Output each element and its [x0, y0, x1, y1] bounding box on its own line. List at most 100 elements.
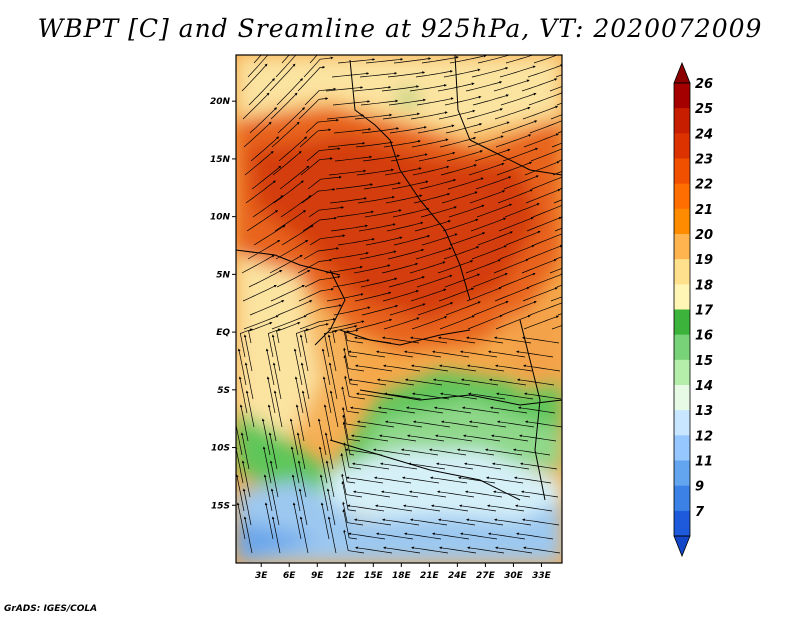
streamline: [298, 97, 329, 120]
colorbar-label: 9: [695, 480, 704, 495]
streamline: [413, 420, 451, 428]
streamline: [318, 446, 328, 484]
streamline: [488, 350, 526, 358]
streamline: [381, 85, 420, 92]
streamline: [500, 92, 537, 106]
streamline: [522, 518, 560, 526]
streamline: [516, 532, 554, 540]
streamline: [341, 473, 363, 498]
colorbar-label: 22: [695, 178, 713, 193]
streamline: [242, 488, 252, 526]
streamline: [561, 244, 562, 245]
streamline: [333, 127, 372, 134]
streamline: [409, 261, 446, 274]
streamline: [473, 121, 510, 134]
streamline: [376, 532, 414, 540]
streamline: [469, 420, 507, 428]
streamline: [519, 434, 557, 442]
streamline: [329, 390, 339, 428]
streamline: [244, 150, 274, 176]
streamline: [277, 300, 313, 316]
streamline: [278, 136, 308, 162]
streamline: [324, 432, 334, 470]
country-border: [519, 319, 546, 501]
streamline: [355, 546, 393, 554]
streamline: [383, 317, 420, 330]
streamline: [341, 481, 357, 512]
streamline: [439, 364, 477, 372]
streamline: [516, 350, 554, 358]
streamline: [513, 448, 551, 456]
streamline: [549, 268, 562, 274]
streamline: [275, 239, 309, 260]
streamline: [236, 502, 246, 540]
streamline: [269, 63, 296, 92]
lat-label: 5S: [217, 386, 230, 396]
streamline: [557, 131, 562, 134]
streamline: [560, 216, 562, 218]
streamline: [340, 453, 356, 484]
colorbar-swatch: [674, 510, 690, 537]
streamline: [326, 114, 365, 120]
streamline: [495, 364, 533, 372]
streamline: [404, 350, 442, 358]
streamline: [382, 289, 419, 302]
colorbar-label: 18: [695, 278, 713, 293]
streamline: [433, 378, 471, 386]
streamline: [420, 206, 457, 218]
streamline: [289, 418, 299, 456]
streamline: [463, 434, 501, 442]
streamline: [467, 314, 503, 330]
lon-label: 3E: [255, 571, 268, 581]
streamline: [434, 406, 472, 414]
streamline: [271, 334, 281, 372]
streamline: [275, 55, 297, 78]
streamline: [271, 315, 307, 330]
streamline: [464, 462, 502, 470]
streamline: [460, 350, 498, 358]
streamline: [532, 205, 562, 218]
streamline: [447, 177, 484, 190]
streamline: [387, 248, 425, 260]
streamline: [469, 190, 506, 204]
country-border: [469, 139, 562, 176]
streamline: [431, 504, 469, 512]
streamline: [297, 258, 333, 274]
streamline: [493, 490, 531, 498]
streamline: [498, 217, 534, 232]
streamline: [270, 285, 305, 302]
streamline: [468, 392, 506, 400]
streamline: [404, 532, 442, 540]
streamline: [294, 376, 304, 414]
lon-label: 30E: [504, 571, 524, 581]
streamline: [351, 434, 389, 442]
streamline: [379, 434, 417, 442]
streamline: [270, 92, 298, 120]
streamline: [273, 390, 283, 428]
streamline: [438, 336, 476, 344]
streamline: [336, 210, 374, 218]
streamline: [471, 245, 507, 260]
streamline: [365, 236, 403, 246]
streamline: [389, 126, 427, 134]
streamline: [386, 221, 424, 232]
streamline: [272, 362, 282, 400]
streamline: [458, 476, 496, 484]
streamline: [355, 141, 394, 148]
streamline: [523, 133, 559, 148]
streamline: [407, 434, 445, 442]
streamline: [416, 274, 453, 288]
streamline: [467, 546, 505, 554]
streamline: [304, 275, 341, 288]
streamline: [466, 518, 504, 526]
lon-label: 24E: [448, 571, 468, 581]
streamline: [242, 92, 270, 120]
streamline: [443, 68, 481, 78]
streamline: [343, 442, 362, 470]
streamline: [247, 239, 281, 260]
streamline: [322, 376, 332, 414]
streamline: [302, 216, 337, 232]
streamline: [319, 474, 329, 512]
streamline: [292, 502, 302, 540]
